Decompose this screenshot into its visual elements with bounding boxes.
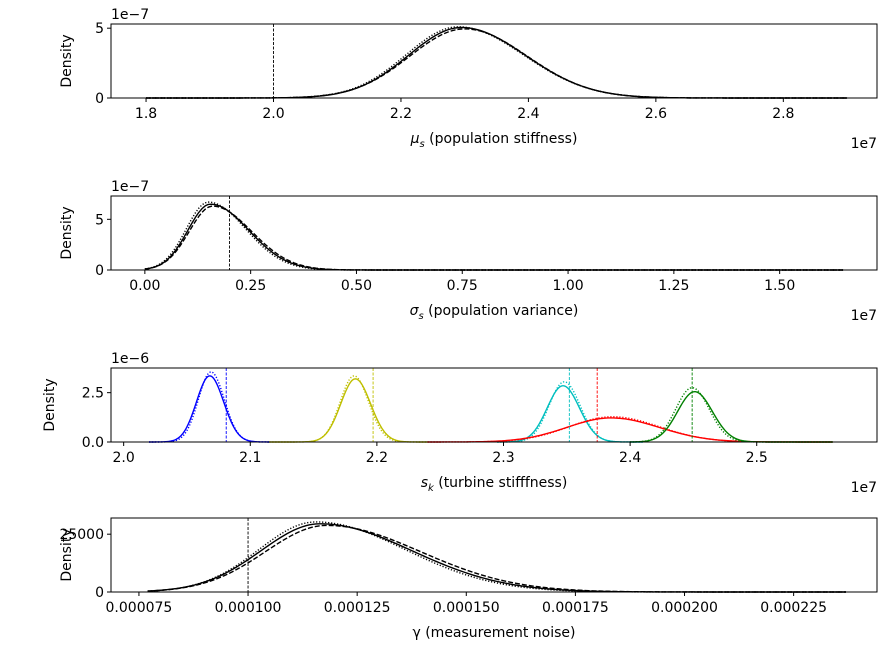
y-tick-label: 5 bbox=[95, 21, 104, 37]
x-tick-label: 0.25 bbox=[235, 278, 266, 294]
x-tick-label: 0.75 bbox=[447, 278, 478, 294]
x-axis-label-text: (population stiffness) bbox=[425, 131, 578, 147]
x-tick-label: 2.3 bbox=[492, 450, 514, 466]
x-tick-label: 2.0 bbox=[113, 450, 135, 466]
axes-frame bbox=[110, 367, 878, 443]
y-axis-label: Density bbox=[59, 34, 75, 87]
x-tick-label: 1.25 bbox=[658, 278, 689, 294]
subplot-4: 0.000075 0.000100 0.000125 0.000150 0.000175… bbox=[59, 517, 878, 641]
x-tick-label: 2.8 bbox=[772, 106, 794, 122]
x-axis-label-subscript: k bbox=[428, 483, 435, 494]
x-axis-label-subscript: s bbox=[419, 311, 424, 322]
y-axis-label: Density bbox=[59, 206, 75, 259]
x-tick-label: 0.00 bbox=[129, 278, 160, 294]
x-tick-label: 1.8 bbox=[135, 106, 157, 122]
x-tick-label: 2.2 bbox=[390, 106, 412, 122]
density-curve-2 bbox=[148, 371, 270, 443]
x-offset-label: 1e7 bbox=[851, 308, 877, 324]
y-tick-label: 25000 bbox=[59, 527, 104, 543]
x-offset-label: 1e7 bbox=[851, 136, 877, 152]
density-curve-3 bbox=[144, 201, 844, 271]
axes-frame bbox=[110, 195, 878, 271]
x-tick-label: 2.5 bbox=[746, 450, 768, 466]
x-tick-label: 0.50 bbox=[341, 278, 372, 294]
x-axis-label-symbol: μ bbox=[410, 131, 420, 147]
y-tick-label: 0 bbox=[95, 91, 104, 107]
x-tick-label: 2.2 bbox=[366, 450, 388, 466]
x-axis-label-text: (turbine stifffness) bbox=[434, 475, 568, 491]
x-tick-label: 2.4 bbox=[517, 106, 539, 122]
y-tick-label: 5 bbox=[95, 212, 104, 228]
x-tick-label: 0.000125 bbox=[324, 600, 391, 616]
density-curve-7 bbox=[427, 417, 833, 443]
density-curve-2 bbox=[147, 524, 847, 593]
density-curve-2 bbox=[146, 28, 848, 99]
y-tick-label: 0.0 bbox=[82, 435, 104, 451]
x-axis-label-symbol: σ bbox=[410, 303, 420, 319]
x-axis-label: sk (turbine stifffness) bbox=[421, 475, 568, 494]
density-curve-1 bbox=[146, 26, 848, 99]
density-curve-5 bbox=[497, 385, 643, 443]
density-curve-1 bbox=[147, 523, 847, 593]
x-tick-label: 2.4 bbox=[619, 450, 641, 466]
density-curve-8 bbox=[427, 416, 833, 443]
x-tick-label: 0.000200 bbox=[651, 600, 718, 616]
x-tick-label: 1.50 bbox=[764, 278, 795, 294]
x-tick-label: 2.6 bbox=[645, 106, 667, 122]
x-tick-label: 0.000175 bbox=[542, 600, 609, 616]
y-tick-label: 0 bbox=[95, 585, 104, 601]
y-tick-label: 0 bbox=[95, 263, 104, 279]
subplot-2: 0.00 0.25 0.50 0.75 1.00 1.25 1.50 0 5 Density 1e−… bbox=[59, 179, 878, 324]
y-axis-label: Density bbox=[42, 378, 58, 431]
x-tick-label: 2.1 bbox=[239, 450, 261, 466]
y-offset-label: 1e−7 bbox=[111, 179, 149, 195]
axes-frame bbox=[110, 23, 878, 99]
y-tick-label: 2.5 bbox=[82, 386, 104, 402]
x-axis-label: μs (population stiffness) bbox=[410, 131, 578, 150]
x-offset-label: 1e7 bbox=[851, 480, 877, 496]
x-tick-label: 0.000225 bbox=[760, 600, 827, 616]
x-tick-label: 1.00 bbox=[552, 278, 583, 294]
x-tick-label: 0.000075 bbox=[106, 600, 173, 616]
density-curve-10 bbox=[630, 387, 833, 443]
density-curve-1 bbox=[144, 203, 844, 271]
density-curve-1 bbox=[148, 375, 270, 443]
density-curve-3 bbox=[269, 378, 428, 443]
axes-frame bbox=[110, 517, 878, 593]
density-curve-9 bbox=[630, 390, 833, 443]
x-tick-label: 2.0 bbox=[262, 106, 284, 122]
y-axis-label: Density bbox=[59, 528, 75, 581]
x-axis-label: σs (population variance) bbox=[410, 303, 579, 322]
subplot-3: 2.0 2.1 2.2 2.3 2.4 2.5 0.0 2.5 Density 1e−6 1e7 sk… bbox=[42, 351, 878, 496]
density-curve-2 bbox=[144, 205, 844, 271]
x-tick-label: 0.000100 bbox=[215, 600, 282, 616]
x-axis-label-text: γ (measurement noise) bbox=[412, 625, 575, 641]
y-offset-label: 1e−7 bbox=[111, 7, 149, 23]
x-axis-label-subscript: s bbox=[419, 139, 424, 150]
y-offset-label: 1e−6 bbox=[111, 351, 149, 367]
subplot-1: 1.8 2.0 2.2 2.4 2.6 2.8 0 5 Density 1e−7 1e7 μs (po… bbox=[59, 7, 878, 152]
x-axis-label-symbol: s bbox=[421, 475, 428, 491]
x-tick-label: 0.000150 bbox=[433, 600, 500, 616]
x-axis-label: γ (measurement noise) bbox=[412, 625, 575, 641]
x-axis-label-text: (population variance) bbox=[424, 303, 579, 319]
